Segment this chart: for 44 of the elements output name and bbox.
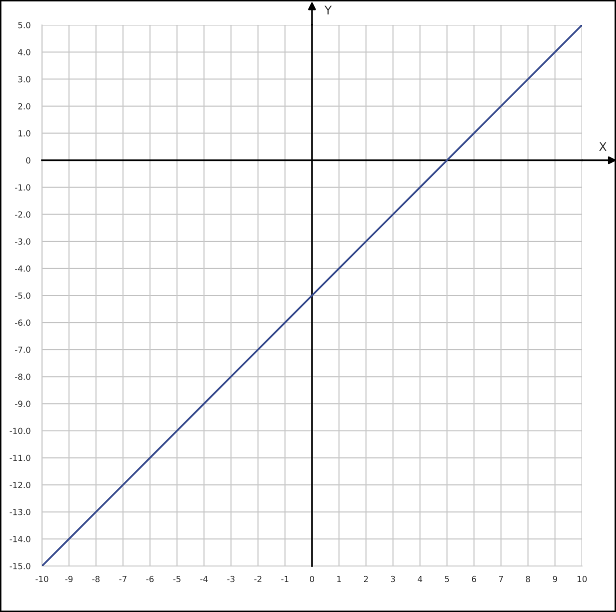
y-tick-label: -14.0 xyxy=(10,536,30,542)
x-axis-title: X xyxy=(599,142,607,151)
x-tick-label: -6 xyxy=(146,576,154,582)
y-tick-label: -13.0 xyxy=(10,508,30,516)
y-tick-label: 5.0 xyxy=(18,22,30,28)
x-tick-label: -9 xyxy=(65,576,73,582)
y-tick-label: 2.0 xyxy=(18,103,30,110)
x-tick-label: -1 xyxy=(281,576,288,582)
x-tick-label: -7 xyxy=(119,576,126,582)
x-tick-label: 3 xyxy=(390,576,395,582)
x-tick-label: -10 xyxy=(36,576,48,582)
y-tick-label: -5.0 xyxy=(15,292,30,299)
x-tick-label: -2 xyxy=(254,576,262,582)
y-tick-label: -8.0 xyxy=(15,374,30,380)
y-tick-label: -9.0 xyxy=(15,400,30,407)
y-tick-label: -2.0 xyxy=(15,211,30,218)
y-tick-label: -11.0 xyxy=(10,454,30,462)
y-tick-label: -7.0 xyxy=(15,346,30,353)
x-tick-label: -4 xyxy=(200,576,208,582)
x-tick-label: 0 xyxy=(310,576,314,582)
y-tick-label: 1.0 xyxy=(18,130,30,136)
x-tick-label: 7 xyxy=(499,576,503,582)
y-tick-label: -1.0 xyxy=(15,184,30,191)
y-tick-label: 3.0 xyxy=(18,76,30,82)
y-axis-title: Y xyxy=(324,6,332,14)
x-tick-label: -3 xyxy=(227,576,234,582)
y-tick-label: -12.0 xyxy=(10,482,30,488)
x-tick-label: 8 xyxy=(526,576,530,582)
y-tick-label: -4.0 xyxy=(15,265,30,272)
x-tick-label: 2 xyxy=(364,576,368,582)
x-tick-label: 9 xyxy=(552,576,558,582)
x-tick-label: 6 xyxy=(472,576,476,582)
y-tick-label: -10.0 xyxy=(10,428,30,434)
x-tick-label: -8 xyxy=(92,576,100,582)
x-tick-label: 4 xyxy=(418,576,422,582)
y-tick-label: -3.0 xyxy=(15,238,30,245)
y-tick-label: -6.0 xyxy=(15,320,30,326)
x-tick-label: 1 xyxy=(337,576,341,582)
x-tick-label: 10 xyxy=(578,576,587,582)
y-tick-label: 0 xyxy=(26,157,30,164)
x-tick-label: -5 xyxy=(173,576,180,582)
y-tick-label: 4.0 xyxy=(18,49,30,56)
x-tick-label: 5 xyxy=(444,576,449,582)
y-tick-label: -15.0 xyxy=(10,562,30,570)
